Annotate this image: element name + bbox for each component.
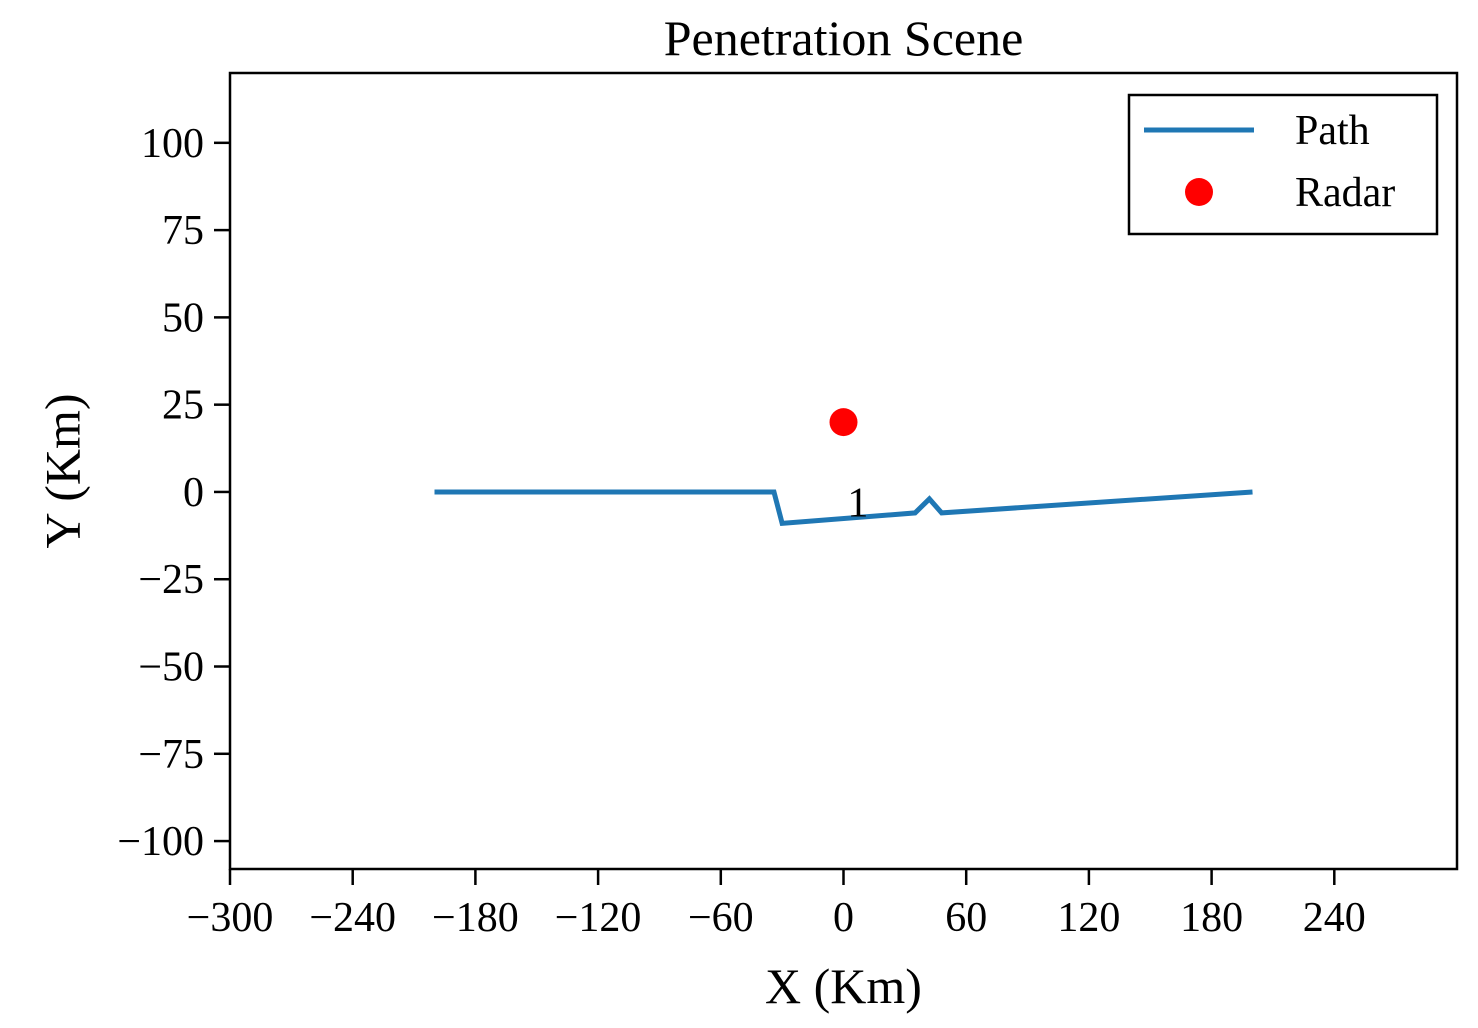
x-tick-label: 0 <box>833 895 854 941</box>
chart-title: Penetration Scene <box>664 10 1024 66</box>
legend-label: Path <box>1295 108 1370 154</box>
legend: Path Radar <box>1127 93 1439 236</box>
x-tick-label: 120 <box>1057 895 1120 941</box>
path-series-line <box>434 489 1253 527</box>
y-tick-label: −100 <box>117 819 204 865</box>
annotation-label: 1 <box>847 480 868 526</box>
x-tick-label: 240 <box>1303 895 1366 941</box>
x-tick-label: 180 <box>1180 895 1243 941</box>
y-tick-label: −75 <box>138 732 204 778</box>
x-axis-label: X (Km) <box>765 958 922 1014</box>
x-tick-label: −180 <box>432 895 519 941</box>
x-tick-label: −120 <box>555 895 642 941</box>
y-tick-label: −50 <box>138 645 204 691</box>
x-tick-label: −240 <box>309 895 396 941</box>
y-tick-label: 0 <box>183 470 204 516</box>
y-tick-label: 75 <box>162 208 204 254</box>
y-tick-label: 25 <box>162 383 204 429</box>
x-tick-label: −60 <box>688 895 754 941</box>
legend-dot-swatch <box>1185 178 1213 206</box>
y-axis: 100 75 50 25 0 −25 −50 −75 −100 <box>117 121 230 865</box>
y-tick-label: 50 <box>162 295 204 341</box>
y-axis-label: Y (Km) <box>35 393 91 548</box>
x-tick-label: −300 <box>187 895 274 941</box>
legend-label: Radar <box>1295 170 1395 216</box>
series-layer <box>434 408 1253 527</box>
x-axis: −300 −240 −180 −120 −60 0 60 120 180 240 <box>187 869 1366 941</box>
annotation-layer: 1 <box>847 480 868 526</box>
y-tick-label: −25 <box>138 557 204 603</box>
legend-box <box>1127 93 1439 236</box>
y-tick-label: 100 <box>141 121 204 167</box>
radar-point <box>829 408 858 437</box>
x-tick-label: 60 <box>945 895 987 941</box>
